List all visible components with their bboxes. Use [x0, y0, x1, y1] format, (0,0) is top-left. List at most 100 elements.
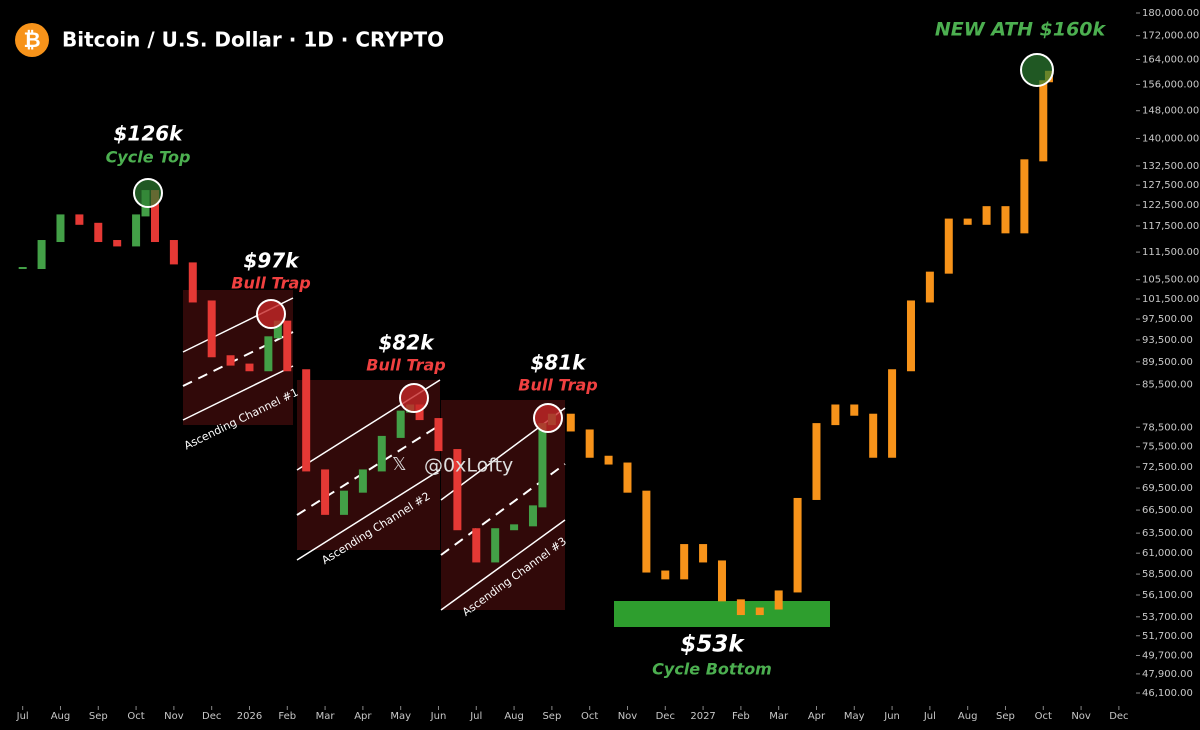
annotation-label: Cycle Bottom — [652, 660, 772, 679]
bottom-zone — [614, 601, 830, 627]
y-tick-label: 61,000.00 — [1142, 548, 1193, 559]
candle — [358, 469, 367, 493]
y-tick-label: 97,500.00 — [1142, 314, 1193, 325]
watermark-icon: 𝕏 — [392, 454, 407, 475]
candle — [736, 599, 745, 616]
x-tick-label: Dec — [202, 711, 221, 722]
candle — [273, 320, 282, 339]
annotation-label: NEW ATH $160k — [935, 19, 1107, 41]
candle — [793, 497, 802, 593]
y-tick-label: 172,000.00 — [1142, 31, 1199, 42]
x-tick-label: Sep — [89, 711, 108, 722]
y-tick-label: 85,500.00 — [1142, 380, 1193, 391]
candle — [245, 363, 254, 372]
x-tick-label: Nov — [164, 711, 184, 722]
candle — [774, 590, 783, 610]
y-tick-label: 180,000.00 — [1142, 8, 1199, 19]
candle — [226, 355, 235, 366]
y-tick-label: 53,700.00 — [1142, 612, 1193, 623]
candle — [510, 524, 519, 531]
candle — [1039, 80, 1048, 162]
chart-title: Bitcoin / U.S. Dollar · 1D · CRYPTO — [62, 28, 444, 52]
y-tick-label: 101,500.00 — [1142, 294, 1199, 305]
candle — [434, 418, 443, 452]
candle — [94, 222, 103, 243]
y-tick-label: 72,500.00 — [1142, 462, 1193, 473]
x-tick-label: 2027 — [690, 711, 715, 722]
candle — [717, 560, 726, 602]
candle — [339, 490, 348, 515]
marker — [399, 383, 429, 413]
y-tick-label: 164,000.00 — [1142, 54, 1199, 65]
x-tick-label: Nov — [618, 711, 638, 722]
candle — [491, 528, 500, 563]
x-tick-label: Jun — [430, 711, 447, 722]
x-tick-label: Jul — [923, 711, 936, 722]
candle — [18, 267, 27, 270]
x-tick-label: Oct — [127, 711, 144, 722]
y-tick-label: 140,000.00 — [1142, 133, 1199, 144]
x-tick-label: Aug — [51, 711, 71, 722]
candle — [453, 449, 462, 531]
x-tick-label: Oct — [1035, 711, 1052, 722]
annotation-label: Bull Trap — [231, 274, 310, 293]
x-tick-label: Mar — [316, 711, 336, 722]
y-tick-label: 56,100.00 — [1142, 590, 1193, 601]
candle — [906, 300, 915, 372]
candle — [623, 462, 632, 493]
channel-line — [440, 519, 566, 611]
candle — [415, 404, 424, 421]
x-tick-label: Jul — [16, 711, 29, 722]
x-tick-label: May — [390, 711, 411, 722]
y-tick-label: 132,500.00 — [1142, 161, 1199, 172]
candles — [18, 70, 1053, 616]
annotation-label: Cycle Top — [106, 148, 191, 167]
candle — [113, 240, 122, 247]
x-tick-label: Aug — [958, 711, 978, 722]
axes: 180,000.00 172,000.00 164,000.00 156,000.00… — [16, 8, 1200, 722]
marker — [133, 178, 163, 208]
logo-glyph: ₿ — [23, 28, 40, 52]
candle — [831, 404, 840, 426]
y-tick-label: 93,500.00 — [1142, 335, 1193, 346]
x-tick-label: Dec — [656, 711, 675, 722]
watermark: @0xLofty — [424, 455, 513, 477]
candle — [188, 262, 197, 303]
price-label: $82k — [378, 331, 435, 355]
candle — [37, 240, 46, 270]
candle — [680, 544, 689, 580]
x-tick-label: Apr — [354, 711, 372, 722]
marker — [533, 403, 563, 433]
y-tick-label: 111,500.00 — [1142, 247, 1199, 258]
x-tick-label: Apr — [808, 711, 826, 722]
x-tick-label: Dec — [1109, 711, 1128, 722]
y-tick-label: 122,500.00 — [1142, 200, 1199, 211]
candle — [264, 336, 273, 372]
candle — [56, 214, 65, 243]
channel-mid — [182, 331, 294, 387]
candle — [472, 528, 481, 563]
y-tick-label: 127,500.00 — [1142, 180, 1199, 191]
price-label: $81k — [530, 351, 587, 375]
candle — [283, 320, 292, 372]
candle — [132, 214, 141, 247]
candle — [528, 505, 537, 527]
candle — [982, 206, 991, 225]
y-tick-label: 51,700.00 — [1142, 631, 1193, 642]
price-label: $126k — [114, 122, 185, 146]
x-tick-label: May — [844, 711, 865, 722]
y-tick-label: 75,500.00 — [1142, 442, 1193, 453]
channel-mid — [296, 424, 441, 516]
y-tick-label: 63,500.00 — [1142, 528, 1193, 539]
candle — [925, 271, 934, 303]
candle — [755, 607, 764, 616]
annotation-label: Bull Trap — [518, 376, 597, 395]
y-tick-label: 156,000.00 — [1142, 79, 1199, 90]
candle — [377, 435, 386, 472]
x-tick-label: Feb — [278, 711, 296, 722]
candle — [75, 214, 84, 225]
x-tick-label: Nov — [1071, 711, 1091, 722]
candle — [661, 570, 670, 580]
y-tick-label: 117,500.00 — [1142, 221, 1199, 232]
annotation-label: Bull Trap — [366, 356, 445, 375]
